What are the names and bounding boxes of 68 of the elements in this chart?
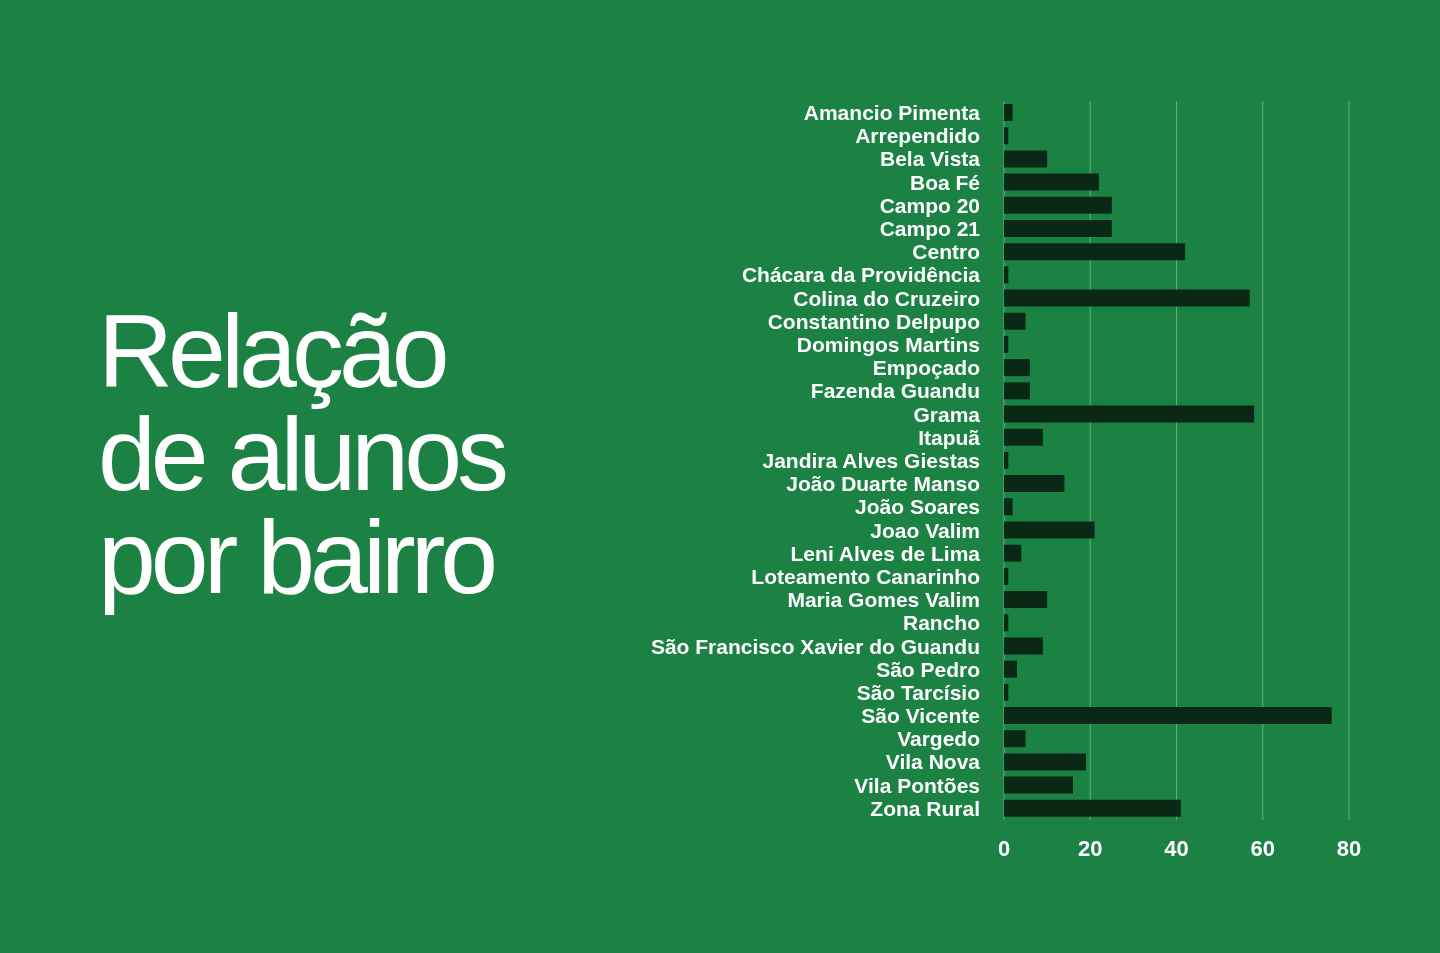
bar bbox=[1004, 405, 1255, 423]
y-tick-label: João Duarte Manso bbox=[786, 472, 980, 496]
y-tick-label: Jandira Alves Giestas bbox=[762, 448, 980, 472]
bar bbox=[1004, 753, 1086, 771]
y-tick-label: São Francisco Xavier do Guandu bbox=[650, 634, 980, 658]
bar bbox=[1004, 359, 1030, 377]
bar bbox=[1004, 614, 1009, 632]
bar bbox=[1004, 544, 1022, 562]
y-tick-label: Centro bbox=[912, 240, 980, 264]
bar bbox=[1004, 312, 1026, 330]
y-tick-label: São Vicente bbox=[861, 704, 980, 728]
y-tick-label: Fazenda Guandu bbox=[810, 379, 980, 403]
y-tick-label: Leni Alves de Lima bbox=[790, 541, 981, 565]
bar bbox=[1004, 637, 1043, 655]
y-tick-label: Vargedo bbox=[897, 727, 980, 751]
y-tick-label: Bela Vista bbox=[879, 147, 981, 171]
bar bbox=[1004, 591, 1048, 609]
y-tick-label: Campo 20 bbox=[879, 193, 980, 217]
y-tick-label: Boa Fé bbox=[909, 170, 980, 194]
y-tick-label: Rancho bbox=[902, 611, 980, 635]
y-tick-label: São Pedro bbox=[876, 657, 980, 681]
bar bbox=[1004, 266, 1009, 284]
y-tick-label: Constantino Delpupo bbox=[767, 309, 980, 333]
bar bbox=[1004, 382, 1030, 400]
bar bbox=[1004, 335, 1009, 353]
y-tick-label: João Soares bbox=[855, 495, 980, 519]
y-tick-label: Itapuã bbox=[918, 425, 981, 449]
bar bbox=[1004, 707, 1332, 725]
bar bbox=[1004, 498, 1013, 516]
x-tick-label: 40 bbox=[1164, 835, 1189, 861]
bar bbox=[1004, 150, 1048, 168]
bar bbox=[1004, 196, 1112, 214]
bar bbox=[1004, 730, 1026, 748]
y-tick-label: Amancio Pimenta bbox=[803, 101, 981, 125]
y-tick-label: Grama bbox=[913, 402, 981, 426]
y-tick-label: Maria Gomes Valim bbox=[787, 588, 980, 612]
y-tick-label: Domingos Martins bbox=[796, 332, 980, 356]
bar bbox=[1004, 776, 1073, 794]
y-tick-label: Chácara da Providência bbox=[741, 263, 981, 287]
y-tick-label: Loteamento Canarinho bbox=[751, 564, 980, 588]
y-tick-label: Colina do Cruzeiro bbox=[793, 286, 980, 310]
bar bbox=[1004, 243, 1186, 261]
bar bbox=[1004, 567, 1009, 585]
y-tick-label: São Tarcísio bbox=[856, 680, 980, 704]
text: Relação de alunos por bairro bbox=[98, 293, 505, 615]
bar bbox=[1004, 451, 1009, 469]
bar bbox=[1004, 660, 1017, 678]
y-tick-label: Vila Pontões bbox=[854, 773, 980, 797]
y-tick-label: Vila Nova bbox=[885, 750, 981, 774]
x-tick-label: 0 bbox=[997, 835, 1011, 861]
x-tick-label: 60 bbox=[1250, 835, 1275, 861]
bar bbox=[1004, 127, 1009, 145]
bar bbox=[1004, 219, 1112, 237]
bar bbox=[1004, 173, 1099, 191]
x-tick-label: 20 bbox=[1078, 835, 1103, 861]
y-tick-label: Arrependido bbox=[855, 124, 980, 148]
bar bbox=[1004, 521, 1095, 539]
bar bbox=[1004, 104, 1013, 121]
y-tick-label: Zona Rural bbox=[870, 796, 980, 820]
bar bbox=[1004, 428, 1043, 446]
bar bbox=[1004, 475, 1065, 493]
y-tick-label: Empoçado bbox=[872, 356, 980, 380]
y-tick-label: Joao Valim bbox=[870, 518, 980, 542]
y-tick-label: Campo 21 bbox=[879, 217, 981, 241]
bar bbox=[1004, 289, 1250, 307]
bar bbox=[1004, 799, 1181, 817]
x-tick-label: 80 bbox=[1336, 835, 1362, 861]
bar bbox=[1004, 683, 1009, 701]
